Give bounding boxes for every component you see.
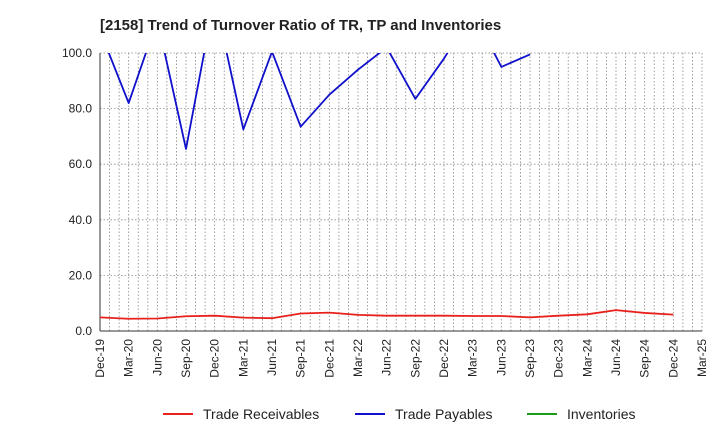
y-tick-label: 60.0: [69, 157, 93, 171]
x-tick-label: Dec-20: [208, 339, 222, 378]
x-tick-label: Dec-19: [93, 339, 107, 378]
x-tick-label: Mar-24: [580, 339, 594, 377]
x-tick-label: Sep-20: [179, 339, 193, 378]
legend-label-inventories: Inventories: [567, 406, 635, 422]
legend-label-trade-payables: Trade Payables: [395, 406, 493, 422]
legend: Trade Receivables Trade Payables Inventori…: [163, 406, 635, 422]
x-tick-label: Sep-21: [294, 339, 308, 378]
series-lines: [100, 53, 674, 320]
x-tick-labels: Dec-19 Mar-20 Jun-20 Sep-20 Dec-20 Mar-21 Jun-…: [93, 339, 709, 378]
x-tick-label: Sep-22: [408, 339, 422, 378]
series-line-trade-payables: [107, 53, 531, 150]
x-tick-label: Dec-23: [552, 339, 566, 378]
x-tick-label: Mar-22: [351, 339, 365, 377]
x-tick-label: Sep-24: [638, 339, 652, 378]
x-tick-label: Mar-23: [466, 339, 480, 377]
x-tick-label: Jun-22: [380, 339, 394, 376]
y-tick-label: 80.0: [69, 102, 93, 116]
legend-label-trade-receivables: Trade Receivables: [203, 406, 319, 422]
x-tick-label: Dec-24: [666, 339, 680, 378]
series-line-trade-receivables: [100, 309, 674, 320]
x-tick-label: Dec-22: [437, 339, 451, 378]
axes: [99, 53, 702, 332]
y-tick-labels: 0.0 20.0 40.0 60.0 80.0 100.0: [62, 46, 92, 338]
y-tick-label: 20.0: [69, 268, 93, 282]
x-tick-label: Jun-23: [494, 339, 508, 376]
x-tick-label: Jun-20: [150, 339, 164, 376]
y-tick-label: 100.0: [62, 46, 92, 60]
y-tick-label: 40.0: [69, 213, 93, 227]
x-tick-label: Sep-23: [523, 339, 537, 378]
grid-lines: [99, 52, 703, 332]
y-tick-label: 0.0: [75, 324, 92, 338]
x-tick-label: Dec-21: [322, 339, 336, 378]
x-tick-label: Mar-20: [122, 339, 136, 377]
x-tick-label: Jun-21: [265, 339, 279, 376]
x-tick-label: Mar-21: [236, 339, 250, 377]
x-tick-label: Jun-24: [609, 339, 623, 376]
chart-title: [2158] Trend of Turnover Ratio of TR, TP…: [100, 17, 501, 34]
x-tick-label: Mar-25: [695, 339, 709, 377]
